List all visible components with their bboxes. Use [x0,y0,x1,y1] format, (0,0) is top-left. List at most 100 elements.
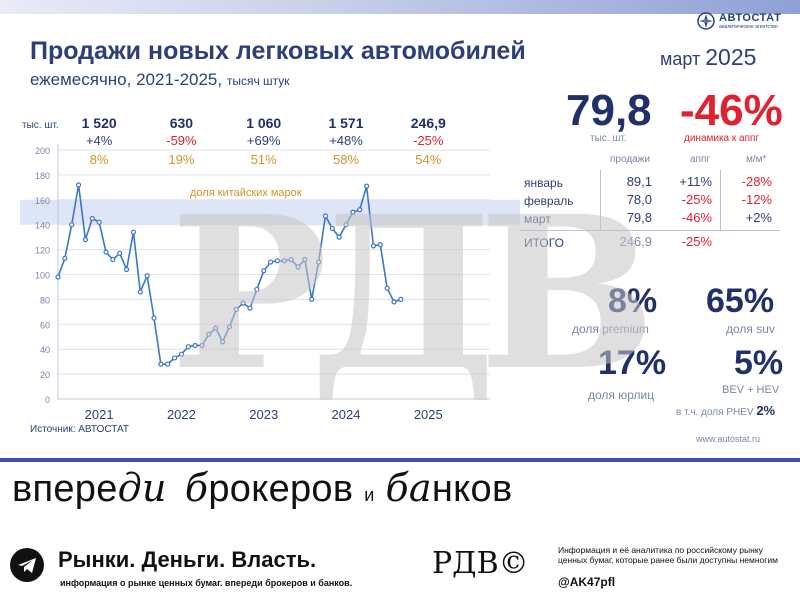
row-jan-sales: 89,1 [626,174,652,189]
sales-value: 79,8 [566,86,652,135]
annual-china-share: 51% [251,152,277,167]
data-point [302,256,308,263]
channel-info: Информация и её аналитика по российскому… [558,545,778,565]
ev-value: 5% [734,344,784,382]
telegram-icon[interactable] [10,548,44,582]
data-point [288,256,294,263]
annual-total: 1 520 [82,115,117,131]
data-point [247,305,253,311]
data-point [117,250,123,256]
data-point [336,234,342,240]
y-unit-label: тыс. шт. [22,120,59,131]
data-point [103,249,109,255]
row-label-feb: февраль [524,194,574,208]
data-point [384,285,390,291]
data-point [199,342,205,349]
data-point [370,243,377,249]
row-mar-yoy: -46% [681,210,712,225]
col-header-yoy: аппг [690,154,711,165]
table-divider [600,170,601,230]
slogan-part: и [364,485,375,505]
footer-rule [0,458,800,462]
annual-china-share: 8% [90,152,109,167]
infographic-card [8,14,792,454]
row-feb-sales: 78,0 [626,192,652,207]
sales-unit: тыс. шт. [590,133,627,144]
data-point [377,242,383,248]
row-label-mar: март [524,212,551,226]
data-point [89,215,95,222]
premium-label: доля premium [572,322,649,336]
premium-value: 8% [608,282,658,320]
y-tick-label: 80 [40,295,50,305]
rzb-logo: РДВ© [432,546,529,581]
annual-total: 1 571 [328,115,363,131]
total-divider [520,230,780,231]
dynamics-value: -46% [680,86,783,135]
phev-note-text: в т.ч. доля PHEV [676,407,754,418]
data-point [363,183,370,189]
slogan-part: ди [117,466,167,510]
data-point [254,286,260,293]
annual-yoy: +48% [329,133,363,148]
data-point [171,355,178,361]
data-point [315,259,322,265]
data-point [137,289,143,295]
data-point [350,209,356,215]
data-point [110,256,116,263]
total-yoy: -25% [681,234,712,249]
data-point [343,222,349,228]
website: www.autostat.ru [696,434,761,444]
ev-label: BEV + HEV [722,384,780,396]
paper-plane-icon [18,558,36,573]
data-point [206,331,212,337]
annual-china-share: 19% [168,152,194,167]
data-point [123,266,130,273]
total-label: ИТОГО [524,236,564,250]
data-point [192,342,198,349]
data-point [309,296,315,302]
data-point [233,306,239,312]
data-point [130,229,137,235]
total-sales: 246,9 [619,234,652,249]
data-point [295,264,301,270]
data-point [261,268,267,274]
y-tick-label: 200 [35,146,50,156]
data-point [329,225,335,232]
data-point [322,213,329,219]
legal-value: 17% [598,344,667,382]
top-strip [0,0,800,14]
legal-label: доля юрлиц [588,388,655,402]
data-point [357,207,363,213]
slogan-part: впере [12,468,118,510]
channel-handle[interactable]: @AK47pfl [558,575,616,589]
sales-line-chart: доля китайских марок 0 20 40 60 80 100 120 140 16… [20,115,520,422]
channel-name: Рынки. Деньги. Власть. [58,547,317,572]
row-jan-mom: -28% [741,174,772,189]
x-year-label: 2023 [249,407,278,422]
table-divider [720,170,721,230]
annual-total: 1 060 [246,115,281,131]
x-year-label: 2021 [85,407,114,422]
row-label-jan: январь [524,176,563,190]
suv-label: доля suv [726,322,775,336]
band-label: доля китайских марок [190,187,302,199]
data-point [151,315,157,321]
data-point [219,339,226,345]
data-point [391,299,397,305]
y-tick-label: 20 [40,370,50,380]
logo-icon [697,12,715,30]
annual-china-share: 58% [333,152,359,167]
col-header-mom: м/м* [746,154,767,165]
y-tick-label: 120 [35,246,50,256]
suv-value: 65% [706,282,775,320]
row-feb-yoy: -25% [681,192,712,207]
chart-source: Источник: АВТОСТАТ [30,424,130,435]
y-tick-label: 180 [35,171,50,181]
subtitle-text: ежемесячно, 2021-2025, [30,70,223,89]
data-point [267,259,274,265]
x-year-label: 2024 [332,407,361,422]
china-share-band [20,199,520,225]
data-point [75,182,82,188]
phev-note: в т.ч. доля PHEV 2% [676,403,775,418]
